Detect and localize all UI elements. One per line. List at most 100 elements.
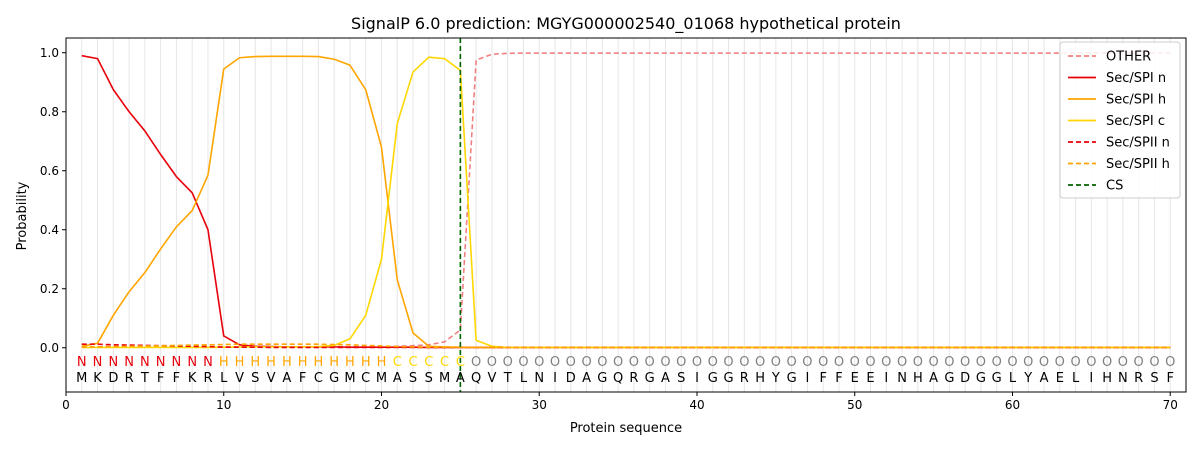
- residue-label: I: [1089, 371, 1093, 386]
- residue-label: Q: [471, 371, 481, 386]
- residue-label: S: [677, 371, 685, 386]
- residue-label: V: [267, 371, 276, 386]
- region-label: O: [960, 355, 970, 370]
- residue-label: G: [944, 371, 954, 386]
- residue-label: D: [960, 371, 970, 386]
- residue-label: M: [376, 371, 387, 386]
- x-tick-label: 70: [1163, 398, 1178, 412]
- legend-label: CS: [1106, 179, 1123, 194]
- region-label: O: [1118, 355, 1128, 370]
- series-line-0: [81, 52, 1171, 348]
- legend-label: Sec/SPI c: [1106, 114, 1165, 129]
- region-label: O: [771, 355, 781, 370]
- region-label: O: [613, 355, 623, 370]
- y-tick-label: 0.2: [40, 282, 59, 296]
- region-label: H: [235, 355, 245, 370]
- region-label: O: [581, 355, 591, 370]
- region-label: O: [850, 355, 860, 370]
- legend-label: OTHER: [1106, 50, 1151, 65]
- residue-label: G: [645, 371, 655, 386]
- residue-label: G: [787, 371, 797, 386]
- region-label: H: [361, 355, 371, 370]
- region-label: H: [345, 355, 355, 370]
- residue-label: N: [534, 371, 544, 386]
- residue-label: C: [361, 371, 370, 386]
- residue-label: R: [629, 371, 638, 386]
- residue-label: V: [235, 371, 244, 386]
- series-line-5: [81, 343, 1171, 349]
- region-label: N: [108, 355, 118, 370]
- residue-label: L: [1009, 371, 1017, 386]
- residue-label: H: [913, 371, 923, 386]
- region-label: O: [550, 355, 560, 370]
- y-tick-label: 0.4: [40, 223, 59, 237]
- region-label: O: [1070, 355, 1080, 370]
- region-label: O: [708, 355, 718, 370]
- region-label: N: [77, 355, 87, 370]
- region-label: N: [93, 355, 103, 370]
- residue-label: L: [1072, 371, 1080, 386]
- legend-label: Sec/SPII n: [1106, 136, 1170, 151]
- region-label: O: [992, 355, 1002, 370]
- region-label: N: [140, 355, 150, 370]
- region-label: O: [1134, 355, 1144, 370]
- residue-label: A: [1040, 371, 1049, 386]
- residue-label: R: [125, 371, 134, 386]
- region-label: O: [834, 355, 844, 370]
- residue-label: D: [566, 371, 576, 386]
- y-axis-ticks: 0.0 0.2 0.4 0.6 0.8 1.0: [40, 46, 66, 355]
- region-label: O: [1086, 355, 1096, 370]
- region-label: O: [1055, 355, 1065, 370]
- residue-label: N: [897, 371, 907, 386]
- x-tick-label: 20: [374, 398, 389, 412]
- residue-label: M: [76, 371, 87, 386]
- region-label: O: [944, 355, 954, 370]
- region-label: O: [865, 355, 875, 370]
- region-label: O: [566, 355, 576, 370]
- residue-label: M: [344, 371, 355, 386]
- region-label: O: [755, 355, 765, 370]
- residue-label: I: [695, 371, 699, 386]
- region-label: O: [881, 355, 891, 370]
- region-label: H: [377, 355, 387, 370]
- region-label: C: [393, 355, 402, 370]
- region-label: C: [409, 355, 418, 370]
- residue-label: A: [929, 371, 938, 386]
- residue-label: G: [723, 371, 733, 386]
- region-label: O: [534, 355, 544, 370]
- region-label: O: [1007, 355, 1017, 370]
- residue-label: E: [866, 371, 874, 386]
- region-label: O: [676, 355, 686, 370]
- region-label: H: [329, 355, 339, 370]
- residue-label: A: [282, 371, 291, 386]
- residue-label: T: [140, 371, 149, 386]
- residue-label: S: [1150, 371, 1158, 386]
- region-label: N: [172, 355, 182, 370]
- y-axis-label: Probability: [15, 181, 30, 250]
- region-label: H: [250, 355, 260, 370]
- residue-label: H: [755, 371, 765, 386]
- residue-label: L: [520, 371, 528, 386]
- x-tick-label: 30: [532, 398, 547, 412]
- region-label: C: [456, 355, 465, 370]
- residue-label: G: [329, 371, 339, 386]
- region-label: C: [440, 355, 449, 370]
- region-label: O: [739, 355, 749, 370]
- residue-label: F: [819, 371, 826, 386]
- x-axis-ticks: 0 10 20 30 40 50 60 70: [62, 392, 1178, 412]
- y-tick-label: 0.0: [40, 341, 59, 355]
- region-label: O: [1039, 355, 1049, 370]
- region-label: C: [424, 355, 433, 370]
- legend-label: Sec/SPII h: [1106, 157, 1170, 172]
- region-label: H: [314, 355, 324, 370]
- legend-label: Sec/SPI h: [1106, 93, 1166, 108]
- y-tick-label: 0.6: [40, 164, 59, 178]
- region-label: O: [818, 355, 828, 370]
- legend: OTHER Sec/SPI n Sec/SPI h Sec/SPI c Sec/SPII…: [1059, 41, 1181, 199]
- residue-label: E: [851, 371, 859, 386]
- x-tick-label: 50: [847, 398, 862, 412]
- region-label: O: [897, 355, 907, 370]
- region-label: O: [723, 355, 733, 370]
- residue-label: F: [299, 371, 306, 386]
- residue-label: C: [314, 371, 323, 386]
